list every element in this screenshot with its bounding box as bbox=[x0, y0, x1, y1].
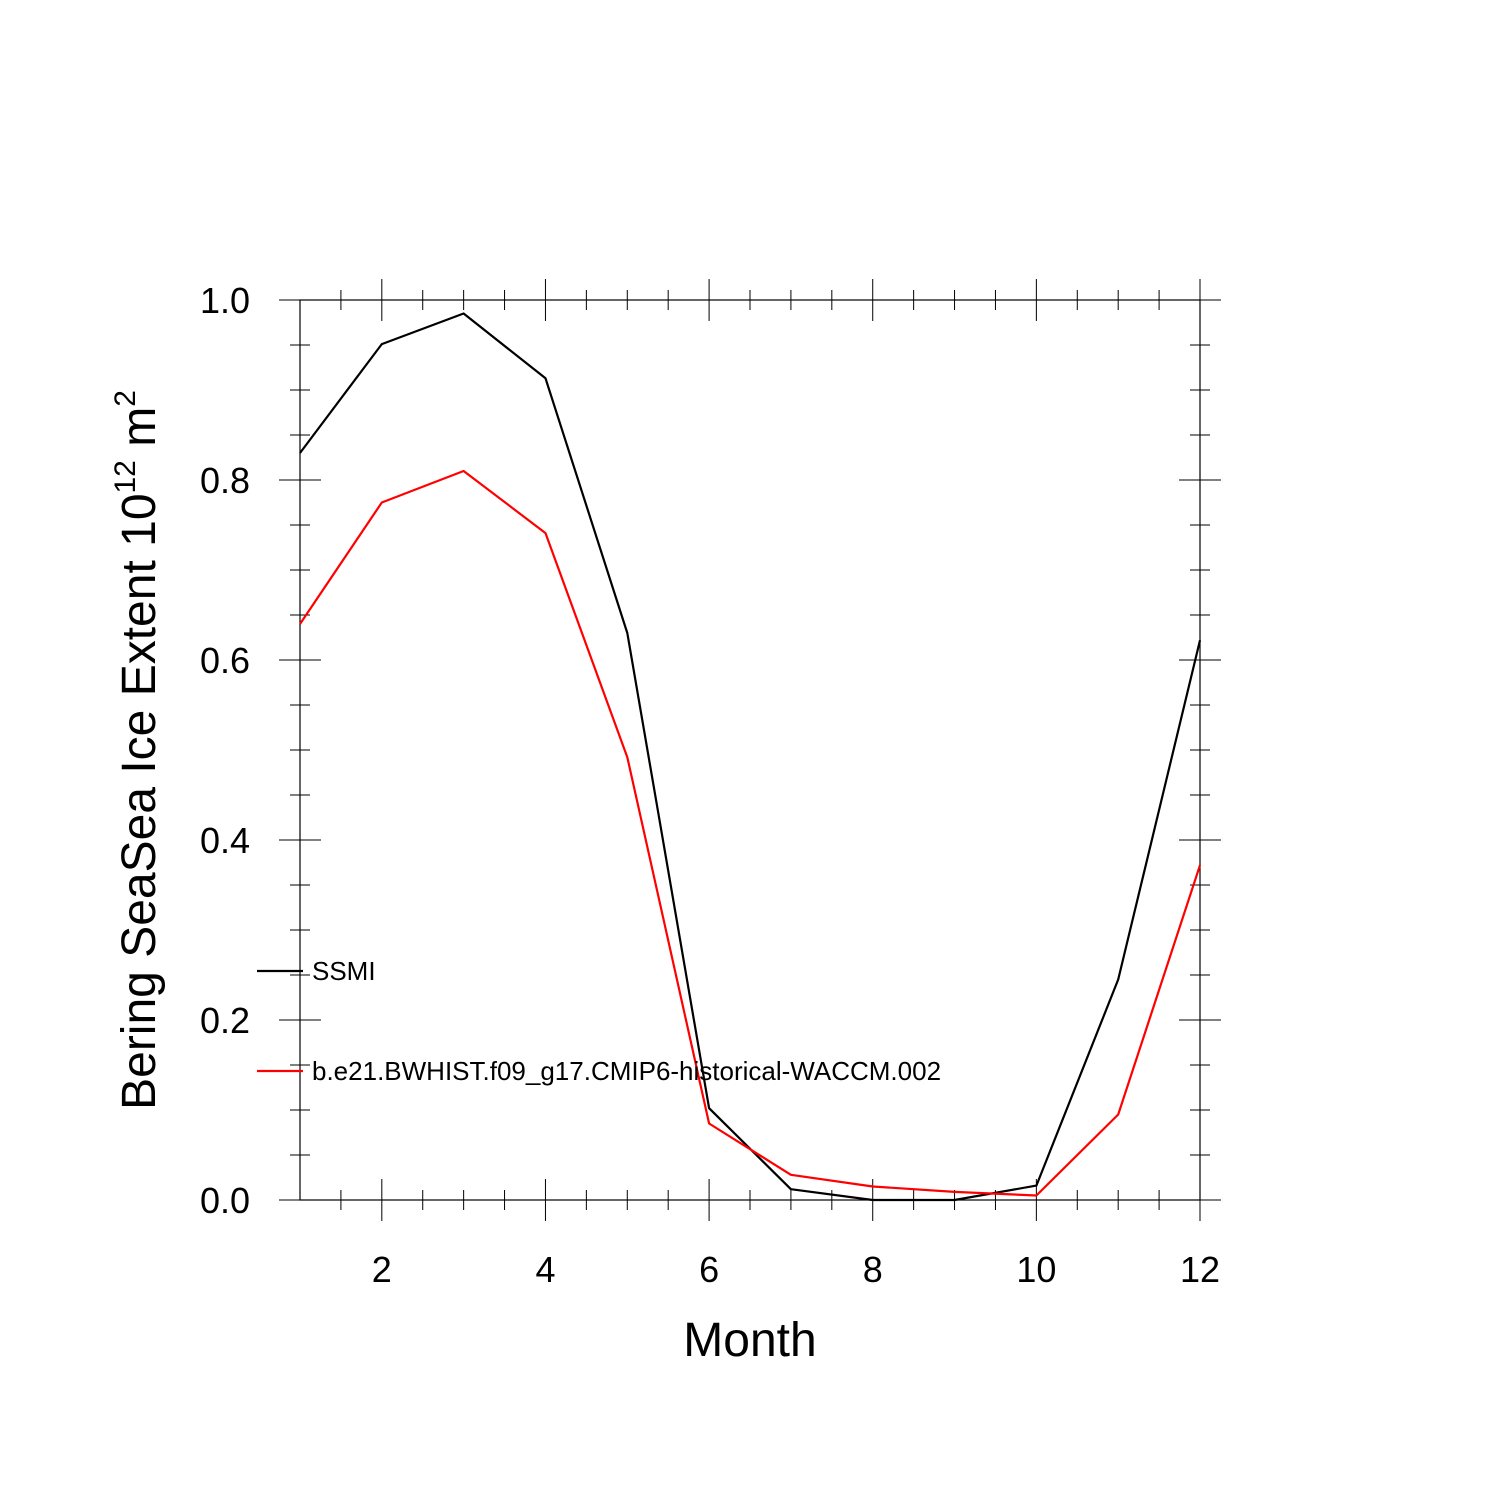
y-tick-label: 0.8 bbox=[200, 460, 250, 501]
y-axis-title: Bering SeaSea Ice Extent 1012 m2 bbox=[109, 390, 166, 1110]
x-tick-label: 12 bbox=[1180, 1249, 1220, 1290]
y-tick-label: 0.6 bbox=[200, 640, 250, 681]
legend-label-2: b.e21.BWHIST.f09_g17.CMIP6-historical-WA… bbox=[312, 1056, 941, 1086]
x-tick-label: 4 bbox=[535, 1249, 555, 1290]
legend-label-1: SSMI bbox=[312, 956, 376, 986]
y-axis-title-unit-exponent: 2 bbox=[109, 390, 142, 407]
x-tick-label: 6 bbox=[699, 1249, 719, 1290]
x-tick-label: 8 bbox=[863, 1249, 883, 1290]
x-tick-labels: 2 4 6 8 10 12 bbox=[372, 1249, 1220, 1290]
y-axis-title-exponent: 12 bbox=[109, 460, 142, 493]
x-tick-label: 10 bbox=[1016, 1249, 1056, 1290]
y-axis-title-text: Bering SeaSea Ice Extent 10 bbox=[113, 493, 166, 1109]
legend: SSMI b.e21.BWHIST.f09_g17.CMIP6-historica… bbox=[257, 956, 941, 1086]
series-layer bbox=[299, 312, 1202, 1202]
y-tick-labels: 0.0 0.2 0.4 0.6 0.8 1.0 bbox=[200, 280, 250, 1221]
y-tick-label: 0.4 bbox=[200, 820, 250, 861]
plot-frame bbox=[299, 299, 1201, 1201]
y-tick-label: 0.2 bbox=[200, 1000, 250, 1041]
x-tick-label: 2 bbox=[372, 1249, 392, 1290]
series-line-2 bbox=[299, 469, 1202, 1197]
x-axis-title: Month bbox=[683, 1314, 816, 1367]
y-tick-label: 0.0 bbox=[200, 1180, 250, 1221]
y-axis-title-unit: m bbox=[113, 407, 166, 460]
y-tick-label: 1.0 bbox=[200, 280, 250, 321]
